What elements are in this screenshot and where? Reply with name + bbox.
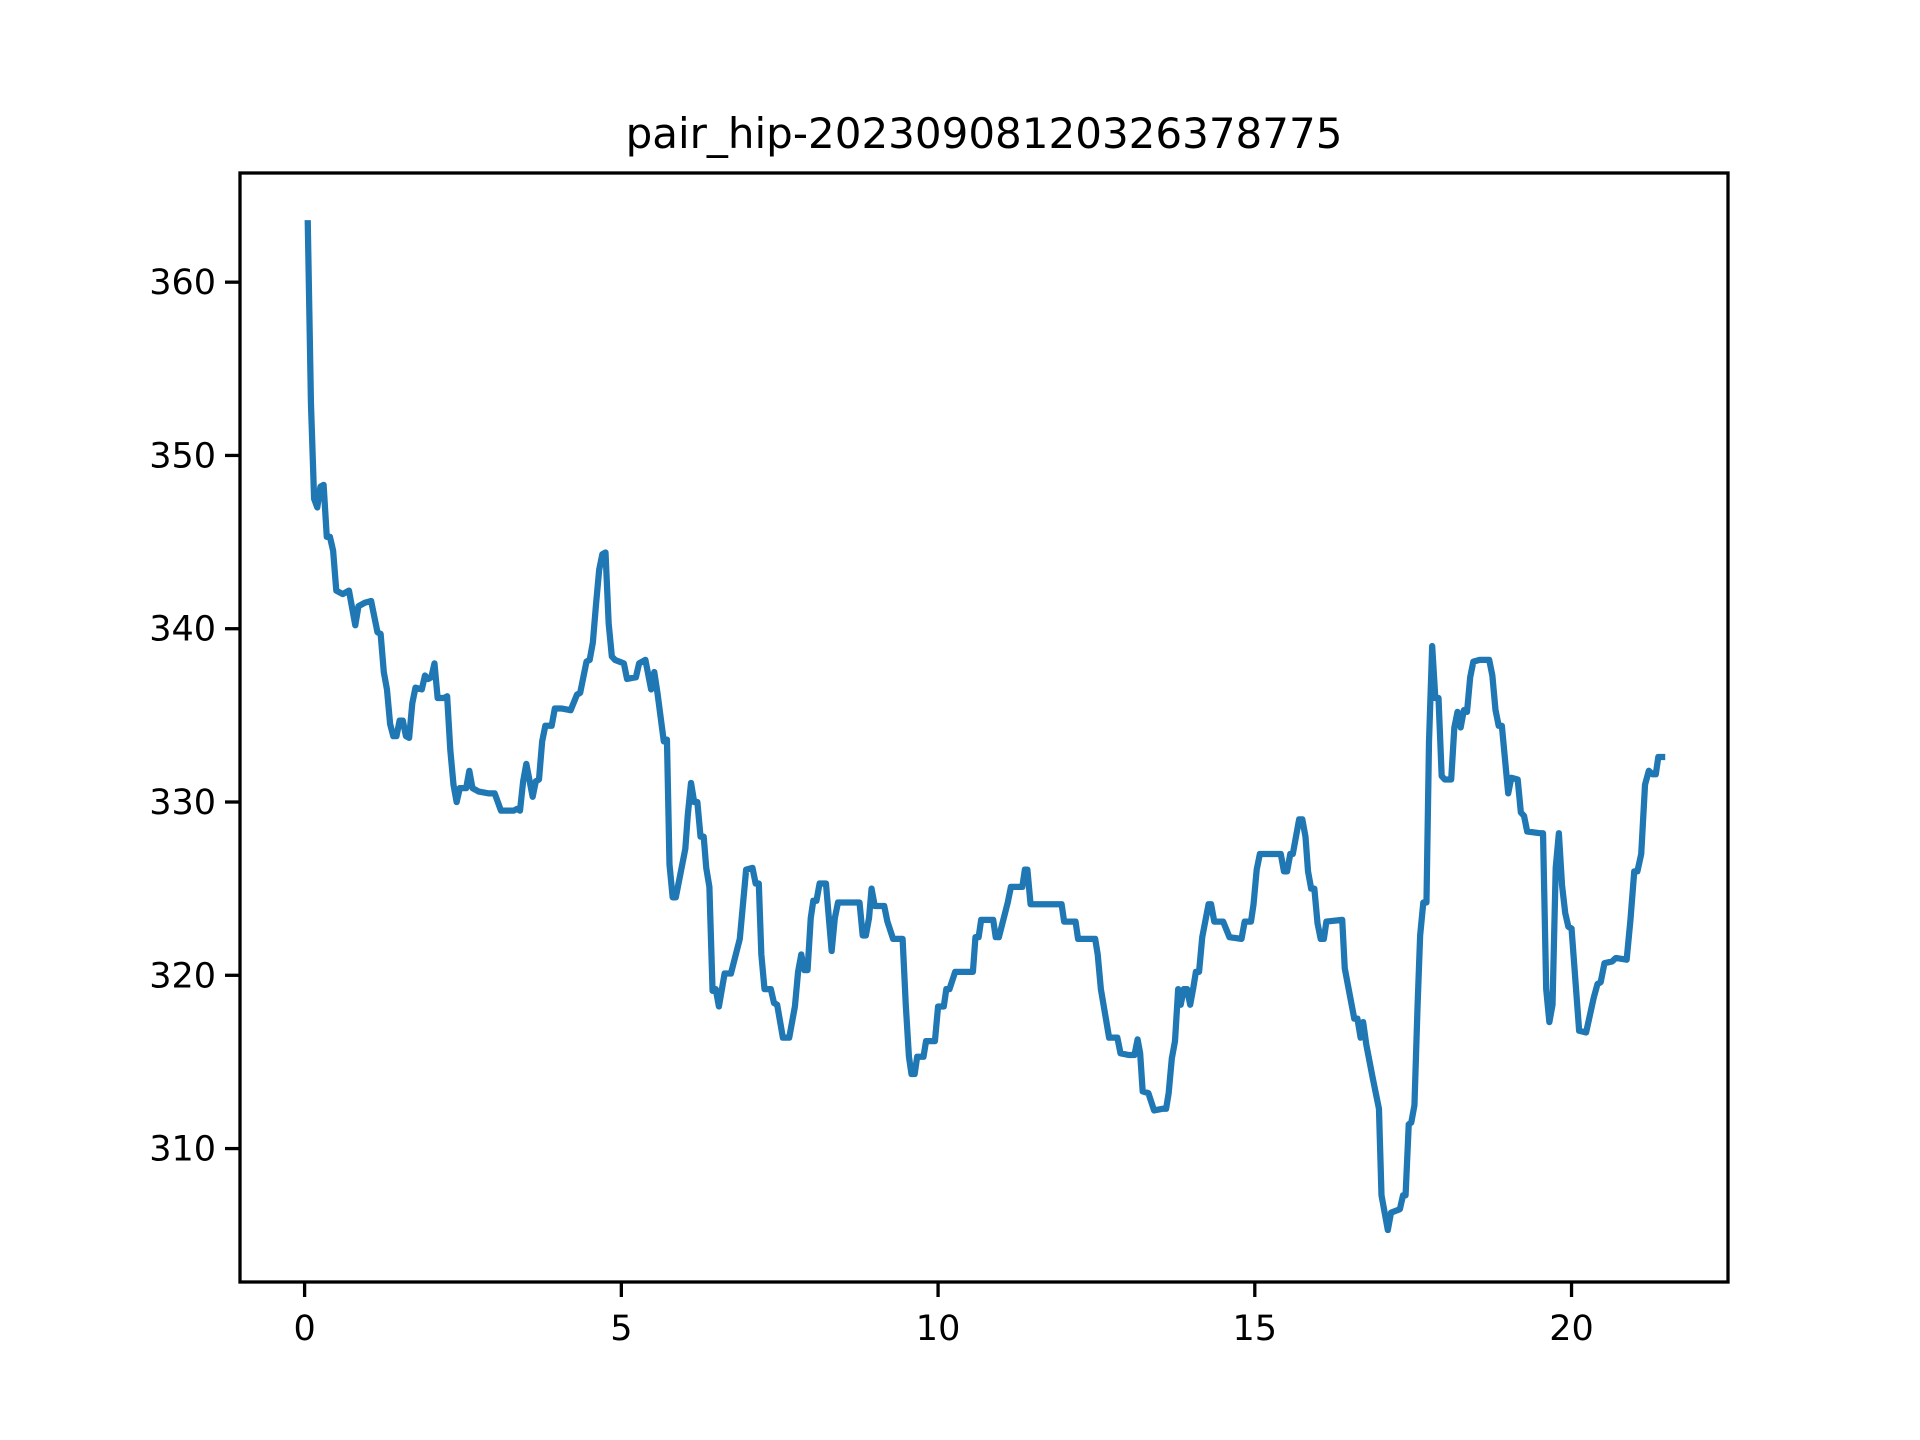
- y-tick-label: 320: [149, 956, 216, 996]
- y-tick-label: 330: [149, 783, 216, 823]
- data-line: [304, 220, 1666, 1234]
- plot-frame: [238, 171, 1730, 1284]
- x-tick-label: 5: [610, 1309, 632, 1349]
- y-tick-label: 350: [149, 436, 216, 476]
- chart-title: pair_hip-20230908120326378775: [626, 109, 1343, 158]
- x-tick-label: 0: [293, 1309, 315, 1349]
- y-tick-label: 310: [149, 1130, 216, 1170]
- x-tick-label: 15: [1233, 1309, 1278, 1349]
- y-tick-label: 340: [149, 610, 216, 650]
- y-tick-label: 360: [149, 263, 216, 303]
- x-tick-label: 20: [1549, 1309, 1594, 1349]
- x-tick-label: 10: [916, 1309, 961, 1349]
